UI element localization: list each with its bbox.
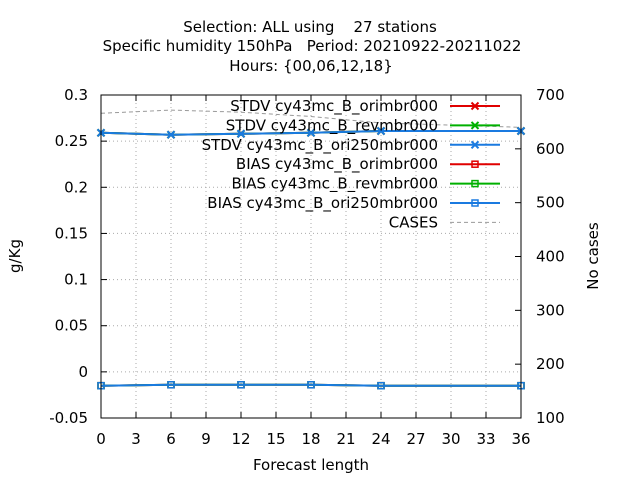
- legend-label: STDV cy43mc_B_ori250mbr000: [202, 136, 438, 155]
- title-line-1: Selection: ALL using 27 stations: [183, 18, 437, 36]
- x-tick-label: 12: [231, 430, 250, 448]
- series-line: [100, 109, 522, 128]
- y2-tick-label: 100: [536, 409, 565, 427]
- y-tick-label: 0: [78, 363, 88, 381]
- legend-marker-sample: [471, 160, 479, 168]
- x-axis-label: Forecast length: [253, 456, 369, 474]
- legend-entry: BIAS cy43mc_B_revmbr000: [232, 175, 500, 194]
- x-tick-label: 21: [336, 430, 355, 448]
- y-tick-label: 0.25: [55, 132, 88, 150]
- x-tick-label: 30: [441, 430, 460, 448]
- y-tick-label: -0.05: [49, 409, 88, 427]
- y-tick-label: 0.05: [55, 317, 88, 335]
- x-tick-label: 9: [201, 430, 211, 448]
- legend-marker-sample: [470, 140, 480, 150]
- legend-entry: BIAS cy43mc_B_ori250mbr000: [207, 194, 500, 213]
- series-point: [306, 128, 316, 138]
- legend-entry: STDV cy43mc_B_ori250mbr000: [202, 136, 500, 155]
- legend-marker-sample: [470, 121, 480, 130]
- x-tick-label: 18: [301, 430, 320, 448]
- x-tick-label: 0: [96, 430, 106, 448]
- y-tick-label: 0.1: [64, 271, 88, 289]
- series-line: [100, 130, 521, 136]
- series-5: [97, 381, 525, 390]
- y2-tick-label: 600: [536, 140, 565, 158]
- series-point: [377, 381, 385, 390]
- legend-label: BIAS cy43mc_B_revmbr000: [232, 175, 439, 194]
- title-line-3: Hours: {00,06,12,18}: [229, 57, 393, 75]
- y-tick-label: 0.2: [64, 178, 88, 196]
- x-tick-label: 24: [371, 430, 390, 448]
- y2-ticks: 100 200 300 400 500 600 700: [515, 86, 565, 427]
- y2-tick-label: 700: [536, 86, 565, 104]
- legend-entry: STDV cy43mc_B_orimbr000: [230, 97, 500, 116]
- x-tick-label: 36: [511, 430, 530, 448]
- y-tick-label: 0.15: [55, 224, 88, 242]
- legend-label: CASES: [389, 213, 438, 231]
- legend-entry: BIAS cy43mc_B_orimbr000: [236, 155, 500, 174]
- series-2: [96, 126, 526, 139]
- legend-marker-sample: [470, 101, 480, 111]
- legend-label: STDV cy43mc_B_revmbr000: [226, 116, 438, 135]
- y-tick-label: 0.3: [64, 86, 88, 104]
- cases-layer: [100, 109, 522, 128]
- y-axis-label: g/Kg: [6, 239, 24, 273]
- series-point: [307, 381, 315, 389]
- series-point: [237, 381, 245, 389]
- y2-tick-label: 500: [536, 194, 565, 212]
- title-line-2: Specific humidity 150hPa Period: 2021092…: [103, 37, 522, 55]
- x-tick-label: 3: [131, 430, 141, 448]
- x-tick-label: 15: [266, 430, 285, 448]
- x-ticks: 0 3 6 9 12 15 18 21 24 27 30 33 36: [96, 95, 531, 448]
- legend-label: BIAS cy43mc_B_orimbr000: [236, 155, 438, 174]
- series-point: [236, 129, 246, 138]
- y2-tick-label: 200: [536, 355, 565, 373]
- series-line: [100, 383, 521, 387]
- y2-axis-label: No cases: [584, 222, 602, 290]
- chart-title: Selection: ALL using 27 stations Specifi…: [103, 18, 522, 75]
- legend-label: STDV cy43mc_B_orimbr000: [230, 97, 438, 116]
- x-tick-label: 27: [406, 430, 425, 448]
- y-ticks: -0.05 0 0.05 0.1 0.15 0.2 0.25 0.3: [49, 86, 107, 427]
- legend-label: BIAS cy43mc_B_ori250mbr000: [207, 194, 438, 213]
- x-tick-label: 33: [476, 430, 495, 448]
- legend-marker-sample: [471, 179, 479, 188]
- legend-entry: CASES: [389, 213, 500, 231]
- legend-marker-sample: [471, 199, 479, 207]
- series-point: [167, 381, 175, 389]
- series-point: [376, 126, 386, 136]
- legend-entry: STDV cy43mc_B_revmbr000: [226, 116, 500, 135]
- y2-tick-label: 300: [536, 301, 565, 319]
- y2-tick-label: 400: [536, 248, 565, 266]
- series-point: [166, 130, 176, 139]
- series-6: [100, 109, 522, 128]
- x-tick-label: 6: [166, 430, 176, 448]
